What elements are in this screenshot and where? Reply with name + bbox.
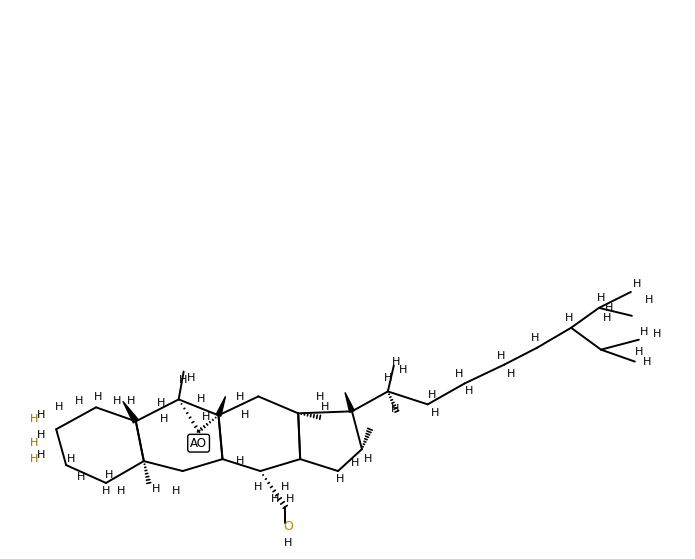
- Text: H: H: [605, 303, 613, 313]
- Text: H: H: [105, 470, 113, 480]
- Text: H: H: [179, 375, 187, 385]
- Text: H: H: [75, 396, 83, 406]
- Text: H: H: [507, 368, 516, 378]
- Text: H: H: [30, 414, 38, 424]
- Text: H: H: [236, 456, 245, 466]
- Text: H: H: [101, 486, 110, 496]
- Text: H: H: [497, 350, 505, 361]
- Text: H: H: [286, 494, 295, 504]
- Text: H: H: [321, 402, 329, 413]
- Polygon shape: [123, 401, 138, 423]
- Text: H: H: [126, 396, 135, 406]
- Text: H: H: [399, 364, 407, 375]
- Text: H: H: [644, 295, 653, 305]
- Text: AO: AO: [190, 437, 207, 449]
- Text: H: H: [160, 414, 168, 424]
- Text: H: H: [202, 413, 210, 422]
- Text: H: H: [351, 458, 359, 468]
- Text: H: H: [284, 538, 293, 548]
- Text: H: H: [152, 484, 160, 494]
- Text: H: H: [639, 327, 648, 337]
- Text: H: H: [281, 482, 289, 492]
- Text: H: H: [391, 357, 400, 367]
- Polygon shape: [216, 396, 225, 416]
- Text: H: H: [55, 402, 63, 413]
- Text: H: H: [653, 329, 661, 339]
- Text: H: H: [427, 390, 436, 400]
- Text: H: H: [430, 408, 439, 418]
- Text: H: H: [597, 293, 605, 303]
- Text: H: H: [635, 347, 643, 357]
- Text: H: H: [117, 486, 125, 496]
- Text: H: H: [271, 494, 279, 504]
- Text: H: H: [67, 454, 75, 464]
- Text: H: H: [254, 482, 263, 492]
- Text: H: H: [37, 430, 45, 440]
- Polygon shape: [345, 392, 354, 412]
- Text: H: H: [603, 313, 611, 323]
- Text: H: H: [363, 454, 372, 464]
- Text: H: H: [30, 438, 38, 448]
- Text: H: H: [113, 396, 121, 406]
- Text: H: H: [632, 279, 641, 289]
- Text: H: H: [77, 472, 85, 482]
- Text: H: H: [391, 404, 399, 414]
- Text: H: H: [643, 357, 651, 367]
- Text: H: H: [37, 410, 45, 420]
- Text: H: H: [30, 454, 38, 464]
- Text: H: H: [236, 392, 245, 402]
- Text: H: H: [316, 392, 325, 402]
- Text: H: H: [241, 410, 250, 420]
- Text: H: H: [384, 372, 392, 382]
- Text: H: H: [186, 372, 195, 382]
- Text: O: O: [284, 520, 293, 533]
- Text: H: H: [455, 368, 464, 378]
- Text: H: H: [531, 333, 539, 343]
- Text: H: H: [156, 399, 165, 409]
- Text: H: H: [197, 395, 205, 404]
- Text: H: H: [466, 386, 474, 396]
- Text: H: H: [565, 313, 573, 323]
- Text: H: H: [336, 474, 344, 484]
- Text: H: H: [94, 392, 102, 402]
- Text: H: H: [172, 486, 180, 496]
- Text: H: H: [37, 450, 45, 460]
